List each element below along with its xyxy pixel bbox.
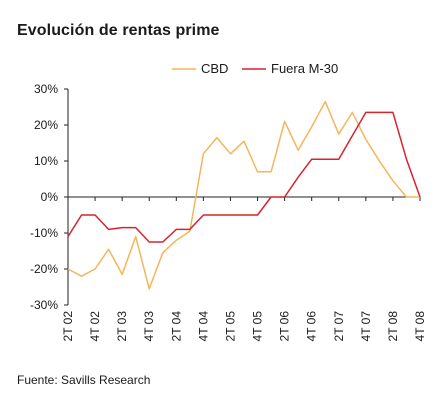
x-tick-label: 2T 04 xyxy=(169,311,183,342)
y-tick-label: -10% xyxy=(30,226,58,240)
x-tick-label: 4T 07 xyxy=(359,311,373,342)
y-tick-label: 30% xyxy=(34,82,58,96)
x-tick-label: 2T 07 xyxy=(332,311,346,342)
x-axis-labels: 2T 02 4T 02 2T 03 4T 03 2T 04 4T 04 2T 05 4T 05… xyxy=(61,311,427,342)
x-tick-label: 4T 04 xyxy=(196,311,210,342)
series-line-fuera-m-30 xyxy=(67,111,421,243)
x-tick-label: 4T 06 xyxy=(305,311,319,342)
y-axis-ticks xyxy=(64,88,68,306)
x-axis-ticks xyxy=(67,197,421,201)
x-tick-label: 2T 08 xyxy=(386,311,400,342)
y-axis-labels: -30% -20% -10% 0% 10% 20% 30% xyxy=(30,82,58,312)
series-lines xyxy=(67,100,421,290)
x-tick-label: 4T 02 xyxy=(88,311,102,342)
x-tick-label: 4T 03 xyxy=(142,311,156,342)
chart-title: Evolución de rentas prime xyxy=(17,22,220,39)
x-tick-label: 2T 06 xyxy=(278,311,292,342)
x-tick-label: 2T 05 xyxy=(223,311,237,342)
x-tick-label: 2T 03 xyxy=(115,311,129,342)
legend-label: Fuera M-30 xyxy=(271,61,338,76)
legend-label: CBD xyxy=(201,61,228,76)
x-tick-label: 4T 05 xyxy=(251,311,265,342)
x-tick-label: 2T 02 xyxy=(61,311,75,342)
y-tick-label: 10% xyxy=(34,154,58,168)
y-tick-label: 20% xyxy=(34,118,58,132)
chart-source: Fuente: Savills Research xyxy=(17,373,151,387)
y-tick-label: -20% xyxy=(30,262,58,276)
y-tick-label: -30% xyxy=(30,298,58,312)
y-tick-label: 0% xyxy=(41,190,59,204)
legend: CBD Fuera M-30 xyxy=(172,61,338,76)
series-line-cbd xyxy=(67,100,420,290)
x-tick-label: 4T 08 xyxy=(413,311,427,342)
